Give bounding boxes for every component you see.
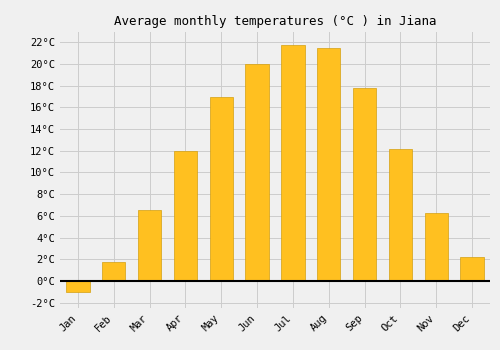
Bar bbox=[317, 48, 340, 281]
Bar bbox=[66, 281, 90, 292]
Title: Average monthly temperatures (°C ) in Jiana: Average monthly temperatures (°C ) in Ji… bbox=[114, 15, 436, 28]
Bar bbox=[174, 151, 197, 281]
Bar bbox=[246, 64, 268, 281]
Bar bbox=[282, 44, 304, 281]
Bar bbox=[353, 88, 376, 281]
Bar bbox=[210, 97, 233, 281]
Bar bbox=[460, 257, 483, 281]
Bar bbox=[389, 149, 412, 281]
Bar bbox=[102, 262, 126, 281]
Bar bbox=[138, 210, 161, 281]
Bar bbox=[424, 212, 448, 281]
